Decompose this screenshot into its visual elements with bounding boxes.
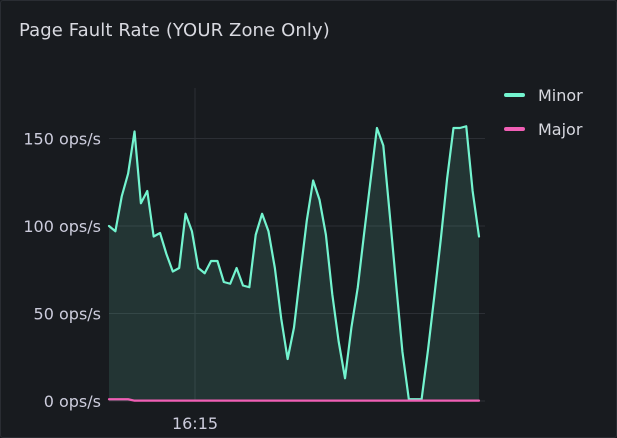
panel-title[interactable]: Page Fault Rate (YOUR Zone Only) [19, 20, 330, 41]
legend-label-minor: Minor [538, 85, 583, 105]
legend-label-major: Major [538, 119, 583, 139]
minor-series-swatch [504, 93, 525, 97]
legend-item-minor[interactable]: Minor [504, 84, 583, 106]
chart-legend: Minor Major [504, 84, 583, 152]
minor-series-line [107, 125, 481, 401]
y-tick-label: 0 ops/s [44, 392, 101, 411]
y-tick-label: 150 ops/s [23, 130, 101, 149]
minor-series-area [109, 126, 479, 401]
legend-item-major[interactable]: Major [504, 118, 583, 140]
x-tick-label: 16:15 [172, 414, 218, 433]
major-series-swatch [504, 127, 525, 131]
y-tick-label: 100 ops/s [23, 217, 101, 236]
y-tick-label: 50 ops/s [34, 305, 101, 324]
major-series-line [107, 398, 481, 402]
